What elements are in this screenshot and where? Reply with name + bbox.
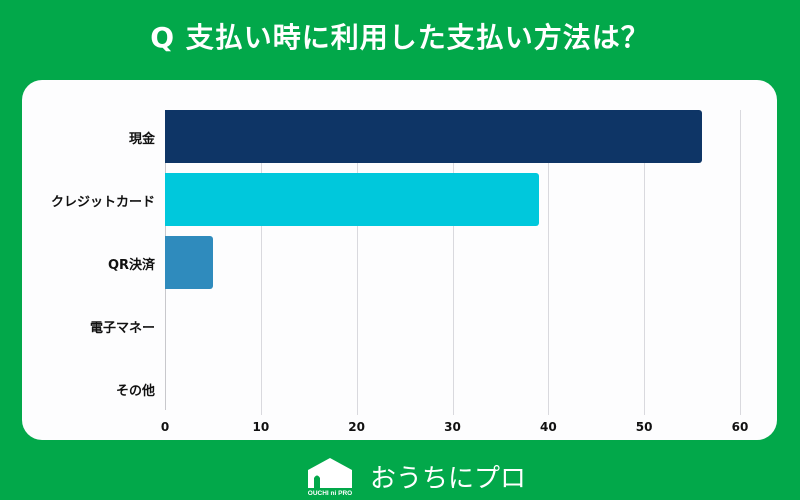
x-tick-label: 0 bbox=[160, 420, 170, 434]
gridline bbox=[452, 110, 454, 415]
brand-name: おうちにプロ bbox=[370, 463, 527, 494]
category-label: 電子マネー bbox=[89, 321, 155, 336]
x-tick-label: 10 bbox=[252, 420, 270, 434]
x-tick-label: 60 bbox=[731, 420, 749, 434]
bar bbox=[165, 236, 213, 289]
category-label: その他 bbox=[115, 384, 155, 399]
house-logo-icon: OUCHI ni PRO bbox=[308, 458, 352, 496]
bar bbox=[165, 173, 539, 226]
gridline bbox=[548, 110, 550, 415]
bar bbox=[165, 110, 702, 163]
category-label: クレジットカード bbox=[50, 195, 155, 210]
category-label: QR決済 bbox=[107, 258, 155, 273]
x-tick-label: 50 bbox=[635, 420, 653, 434]
x-tick-label: 40 bbox=[539, 420, 557, 434]
brand-footer: OUCHI ni PRO おうちにプロ bbox=[304, 456, 526, 496]
svg-text:OUCHI ni PRO: OUCHI ni PRO bbox=[308, 490, 352, 496]
gridline bbox=[356, 110, 358, 415]
x-tick-label: 30 bbox=[444, 420, 461, 434]
gridline bbox=[260, 110, 262, 415]
category-label: 現金 bbox=[128, 132, 155, 147]
chart-title: Q 支払い時に利用した支払い方法は？ bbox=[150, 21, 650, 54]
gridline bbox=[644, 110, 646, 415]
x-tick-label: 20 bbox=[348, 420, 365, 434]
gridline bbox=[740, 110, 741, 415]
